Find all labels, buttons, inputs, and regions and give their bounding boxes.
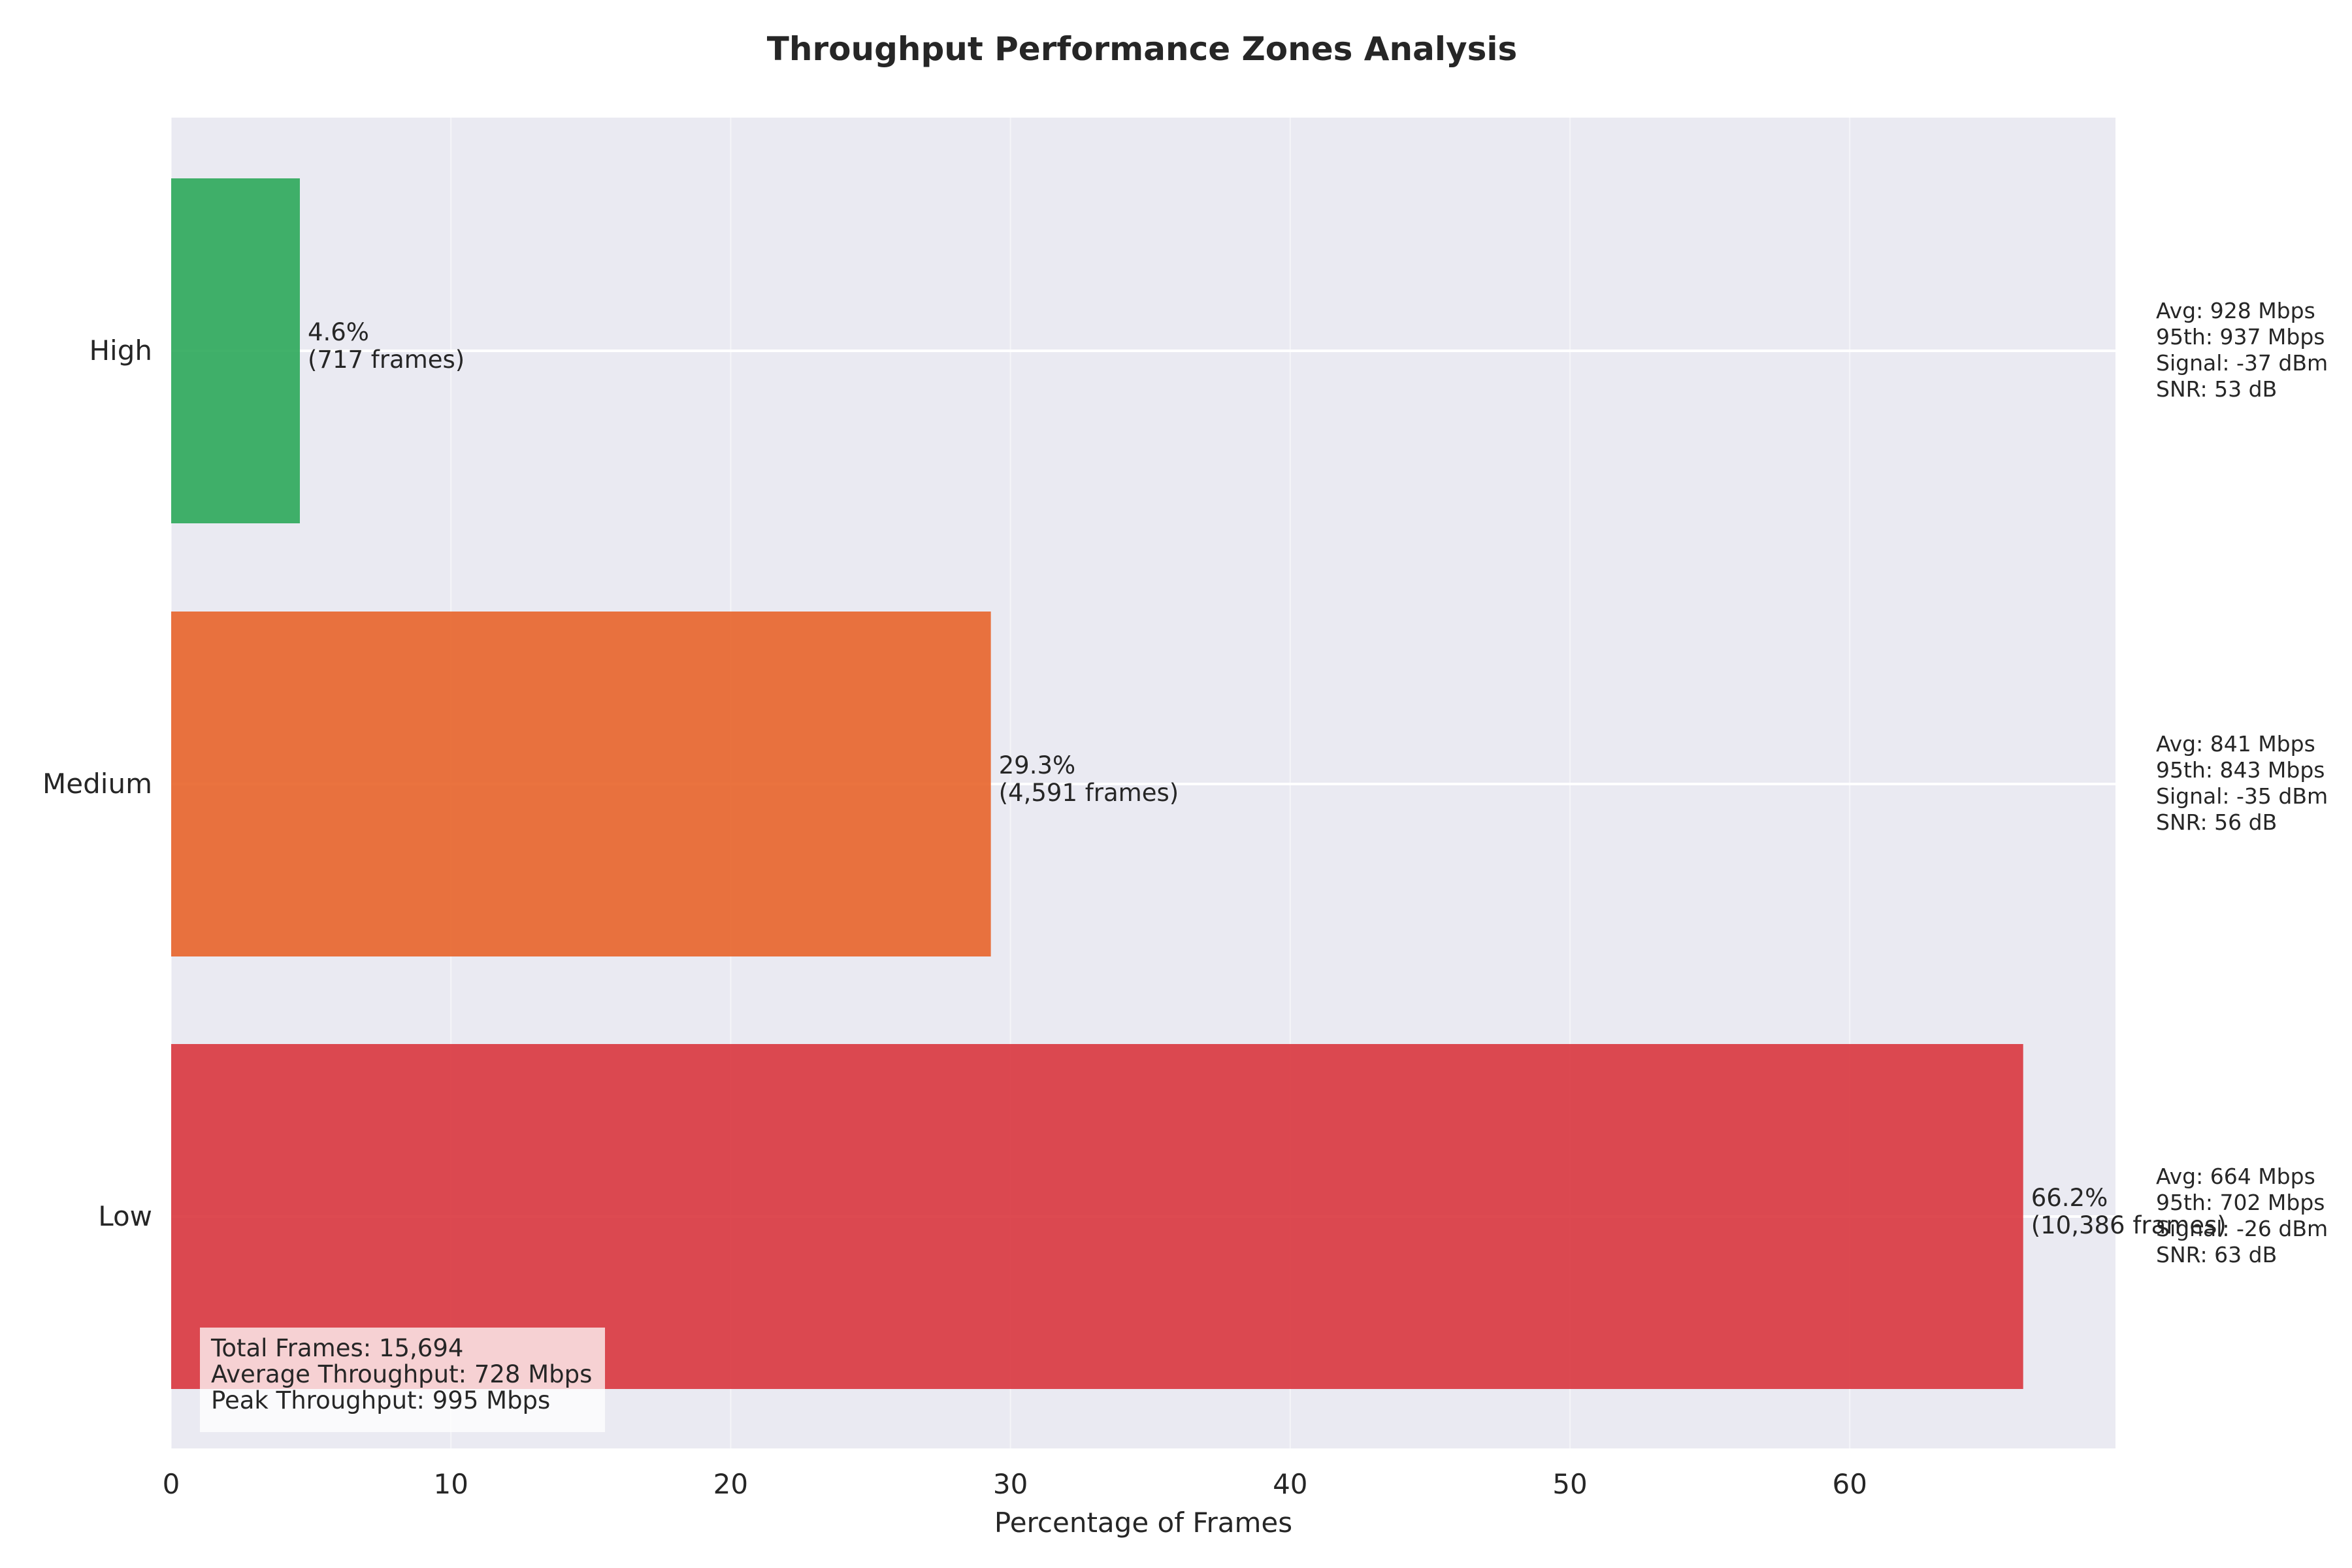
summary-line: Total Frames: 15,694 xyxy=(210,1334,463,1362)
x-tick-label: 40 xyxy=(1273,1468,1307,1500)
chart-title: Throughput Performance Zones Analysis xyxy=(767,30,1517,68)
bar-value-label: 29.3% xyxy=(999,751,1076,779)
bar-value-label: (717 frames) xyxy=(308,346,465,374)
x-tick-label: 20 xyxy=(713,1468,748,1500)
x-tick-label: 10 xyxy=(433,1468,468,1500)
bar-medium xyxy=(171,612,991,956)
zone-stat-label: Signal: -37 dBm xyxy=(2156,350,2328,376)
y-tick-label: Medium xyxy=(42,768,152,800)
x-tick-label: 0 xyxy=(163,1468,180,1500)
zone-stat-label: Avg: 841 Mbps xyxy=(2156,731,2315,757)
zone-stat-label: Signal: -35 dBm xyxy=(2156,783,2328,809)
bar-value-label: 66.2% xyxy=(2031,1184,2108,1212)
zone-stat-label: SNR: 56 dB xyxy=(2156,809,2277,835)
x-axis-label: Percentage of Frames xyxy=(994,1507,1292,1539)
bar-value-label: (10,386 frames) xyxy=(2031,1211,2227,1239)
zone-stat-label: 95th: 843 Mbps xyxy=(2156,757,2325,783)
zone-stat-label: Signal: -26 dBm xyxy=(2156,1216,2328,1241)
zone-stat-label: 95th: 937 Mbps xyxy=(2156,324,2325,350)
y-tick-label: Low xyxy=(98,1200,152,1232)
summary-line: Average Throughput: 728 Mbps xyxy=(211,1360,592,1388)
y-tick-label: High xyxy=(89,335,152,367)
x-tick-label: 50 xyxy=(1552,1468,1587,1500)
zone-stat-label: SNR: 53 dB xyxy=(2156,376,2277,402)
bar-value-label: (4,591 frames) xyxy=(999,779,1179,807)
zone-stat-label: 95th: 702 Mbps xyxy=(2156,1190,2325,1215)
summary-box-background xyxy=(200,1328,605,1432)
zone-stat-label: Avg: 664 Mbps xyxy=(2156,1164,2315,1189)
zone-stat-label: SNR: 63 dB xyxy=(2156,1242,2277,1267)
summary-line: Peak Throughput: 995 Mbps xyxy=(211,1386,550,1414)
x-tick-label: 60 xyxy=(1832,1468,1867,1500)
bar-value-label: 4.6% xyxy=(308,318,369,346)
bar-high xyxy=(171,178,300,523)
zone-stat-label: Avg: 928 Mbps xyxy=(2156,298,2315,323)
x-tick-label: 30 xyxy=(993,1468,1028,1500)
bar-labels: 66.2%(10,386 frames) 29.3%(4,591 frames) 4… xyxy=(308,318,2227,1239)
axes: Low Medium High 0 10 20 30 40 50 60 xyxy=(42,335,1867,1500)
